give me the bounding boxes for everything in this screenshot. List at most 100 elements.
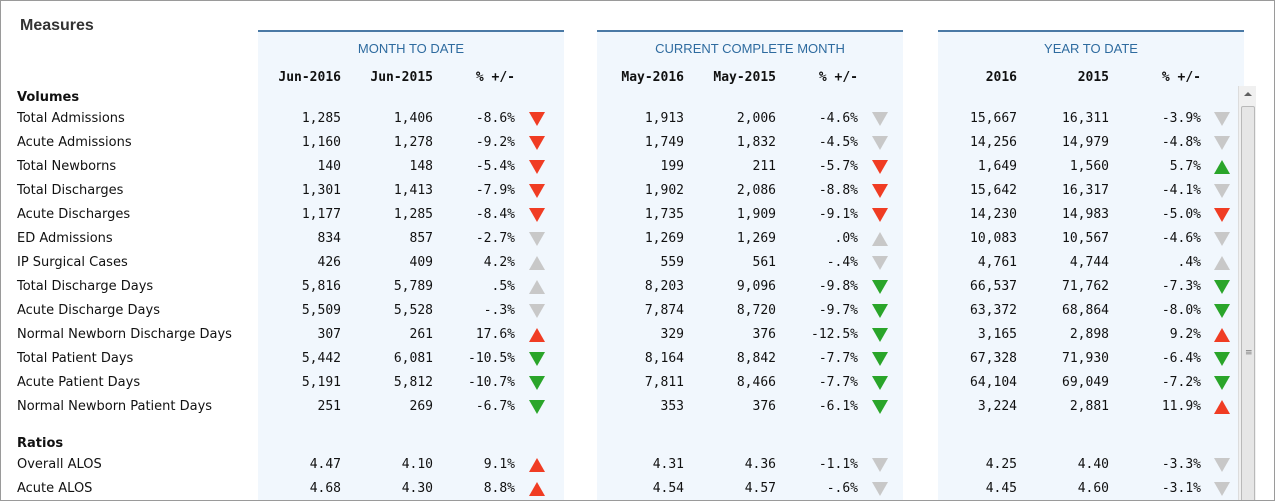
value-prior: 1,285: [393, 207, 433, 222]
value-current: 4.68: [309, 481, 341, 496]
scroll-thumb[interactable]: ≡: [1241, 106, 1255, 500]
value-pct-change: -8.4%: [475, 207, 515, 222]
value-prior: 376: [752, 327, 776, 342]
value-pct-change: -6.1%: [818, 399, 858, 414]
value-prior: 4.57: [744, 481, 776, 496]
value-pct-change: 4.2%: [483, 255, 515, 270]
arrow-down-icon: [529, 352, 545, 366]
row-label: Total Discharge Days: [17, 279, 154, 294]
arrow-down-icon: [872, 352, 888, 366]
value-current: 8,164: [644, 351, 684, 366]
value-prior: 269: [409, 399, 433, 414]
value-current: 14,256: [970, 135, 1017, 150]
value-prior: 8,720: [736, 303, 776, 318]
value-pct-change: -8.6%: [475, 111, 515, 126]
value-pct-change: 9.1%: [483, 457, 515, 472]
value-pct-change: 5.7%: [1169, 159, 1201, 174]
value-current: 1,160: [301, 135, 341, 150]
arrow-down-icon: [529, 376, 545, 390]
value-prior: 4.10: [401, 457, 433, 472]
column-header-may-2016: May-2016: [621, 70, 684, 85]
arrow-down-icon: [529, 208, 545, 222]
scroll-up-button[interactable]: [1239, 86, 1256, 103]
arrow-down-icon: [1214, 232, 1230, 246]
value-pct-change: -4.6%: [1161, 231, 1201, 246]
value-prior: 1,413: [393, 183, 433, 198]
value-current: 1,749: [644, 135, 684, 150]
column-header-pct-change: % +/-: [475, 70, 515, 85]
value-pct-change: -5.4%: [475, 159, 515, 174]
arrow-down-icon: [529, 160, 545, 174]
arrow-up-icon: [1214, 160, 1230, 174]
value-prior: 10,567: [1062, 231, 1109, 246]
value-current: 14,230: [970, 207, 1017, 222]
value-prior: 1,269: [736, 231, 776, 246]
value-prior: 16,317: [1062, 183, 1109, 198]
value-prior: 1,406: [393, 111, 433, 126]
value-pct-change: -7.9%: [475, 183, 515, 198]
column-header-pct-change: % +/-: [1161, 70, 1201, 85]
arrow-down-icon: [872, 136, 888, 150]
arrow-down-icon: [529, 304, 545, 318]
value-prior: 376: [752, 399, 776, 414]
row-label: Acute ALOS: [17, 481, 93, 496]
value-prior: 1,909: [736, 207, 776, 222]
value-prior: 14,979: [1062, 135, 1109, 150]
row-label: Acute Discharges: [17, 207, 131, 222]
column-header-jun-2016: Jun-2016: [278, 70, 341, 85]
value-prior: 4.30: [401, 481, 433, 496]
value-prior: 68,864: [1062, 303, 1109, 318]
value-prior: 561: [752, 255, 776, 270]
value-current: 559: [660, 255, 684, 270]
row-label: Total Newborns: [17, 159, 117, 174]
value-current: 7,811: [644, 375, 684, 390]
value-prior: 4,744: [1069, 255, 1109, 270]
value-current: 10,083: [970, 231, 1017, 246]
value-current: 251: [317, 399, 341, 414]
value-pct-change: 11.9%: [1161, 399, 1201, 414]
value-prior: 4.40: [1077, 457, 1109, 472]
value-current: 1,177: [301, 207, 341, 222]
value-current: 4.54: [652, 481, 684, 496]
value-pct-change: -9.8%: [818, 279, 858, 294]
arrow-up-icon: [872, 232, 888, 246]
value-current: 5,191: [301, 375, 341, 390]
arrow-down-icon: [1214, 112, 1230, 126]
value-pct-change: .0%: [834, 231, 858, 246]
value-current: 199: [660, 159, 684, 174]
value-prior: 1,832: [736, 135, 776, 150]
arrow-up-icon: [1214, 328, 1230, 342]
value-current: 1,301: [301, 183, 341, 198]
row-label: Total Admissions: [17, 111, 125, 126]
arrow-down-icon: [872, 256, 888, 270]
value-current: 67,328: [970, 351, 1017, 366]
value-current: 4,761: [977, 255, 1017, 270]
row-label: Total Patient Days: [17, 351, 134, 366]
value-current: 3,165: [977, 327, 1017, 342]
value-prior: 71,762: [1062, 279, 1109, 294]
value-prior: 14,983: [1062, 207, 1109, 222]
value-prior: 2,006: [736, 111, 776, 126]
column-header-2015: 2015: [1077, 70, 1109, 85]
value-prior: 69,049: [1062, 375, 1109, 390]
value-current: 5,509: [301, 303, 341, 318]
value-pct-change: -10.7%: [468, 375, 515, 390]
value-pct-change: -5.0%: [1161, 207, 1201, 222]
arrow-up-icon: [1214, 400, 1230, 414]
vertical-scrollbar[interactable]: ≡: [1238, 86, 1256, 500]
row-label: Acute Admissions: [17, 135, 132, 150]
value-pct-change: -3.1%: [1161, 481, 1201, 496]
value-current: 15,667: [970, 111, 1017, 126]
arrow-down-icon: [872, 184, 888, 198]
value-pct-change: 8.8%: [483, 481, 515, 496]
value-current: 15,642: [970, 183, 1017, 198]
value-pct-change: -6.4%: [1161, 351, 1201, 366]
value-pct-change: -8.8%: [818, 183, 858, 198]
arrow-down-icon: [529, 400, 545, 414]
value-prior: 261: [409, 327, 433, 342]
arrow-down-icon: [1214, 280, 1230, 294]
value-current: 4.45: [985, 481, 1017, 496]
row-label: Normal Newborn Patient Days: [17, 399, 213, 414]
panel-title-year-to-date: YEAR TO DATE: [1044, 41, 1138, 56]
